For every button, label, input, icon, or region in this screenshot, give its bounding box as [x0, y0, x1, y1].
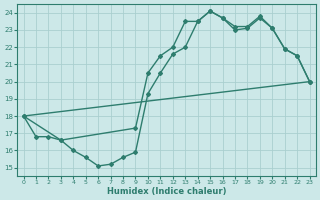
X-axis label: Humidex (Indice chaleur): Humidex (Indice chaleur): [107, 187, 226, 196]
